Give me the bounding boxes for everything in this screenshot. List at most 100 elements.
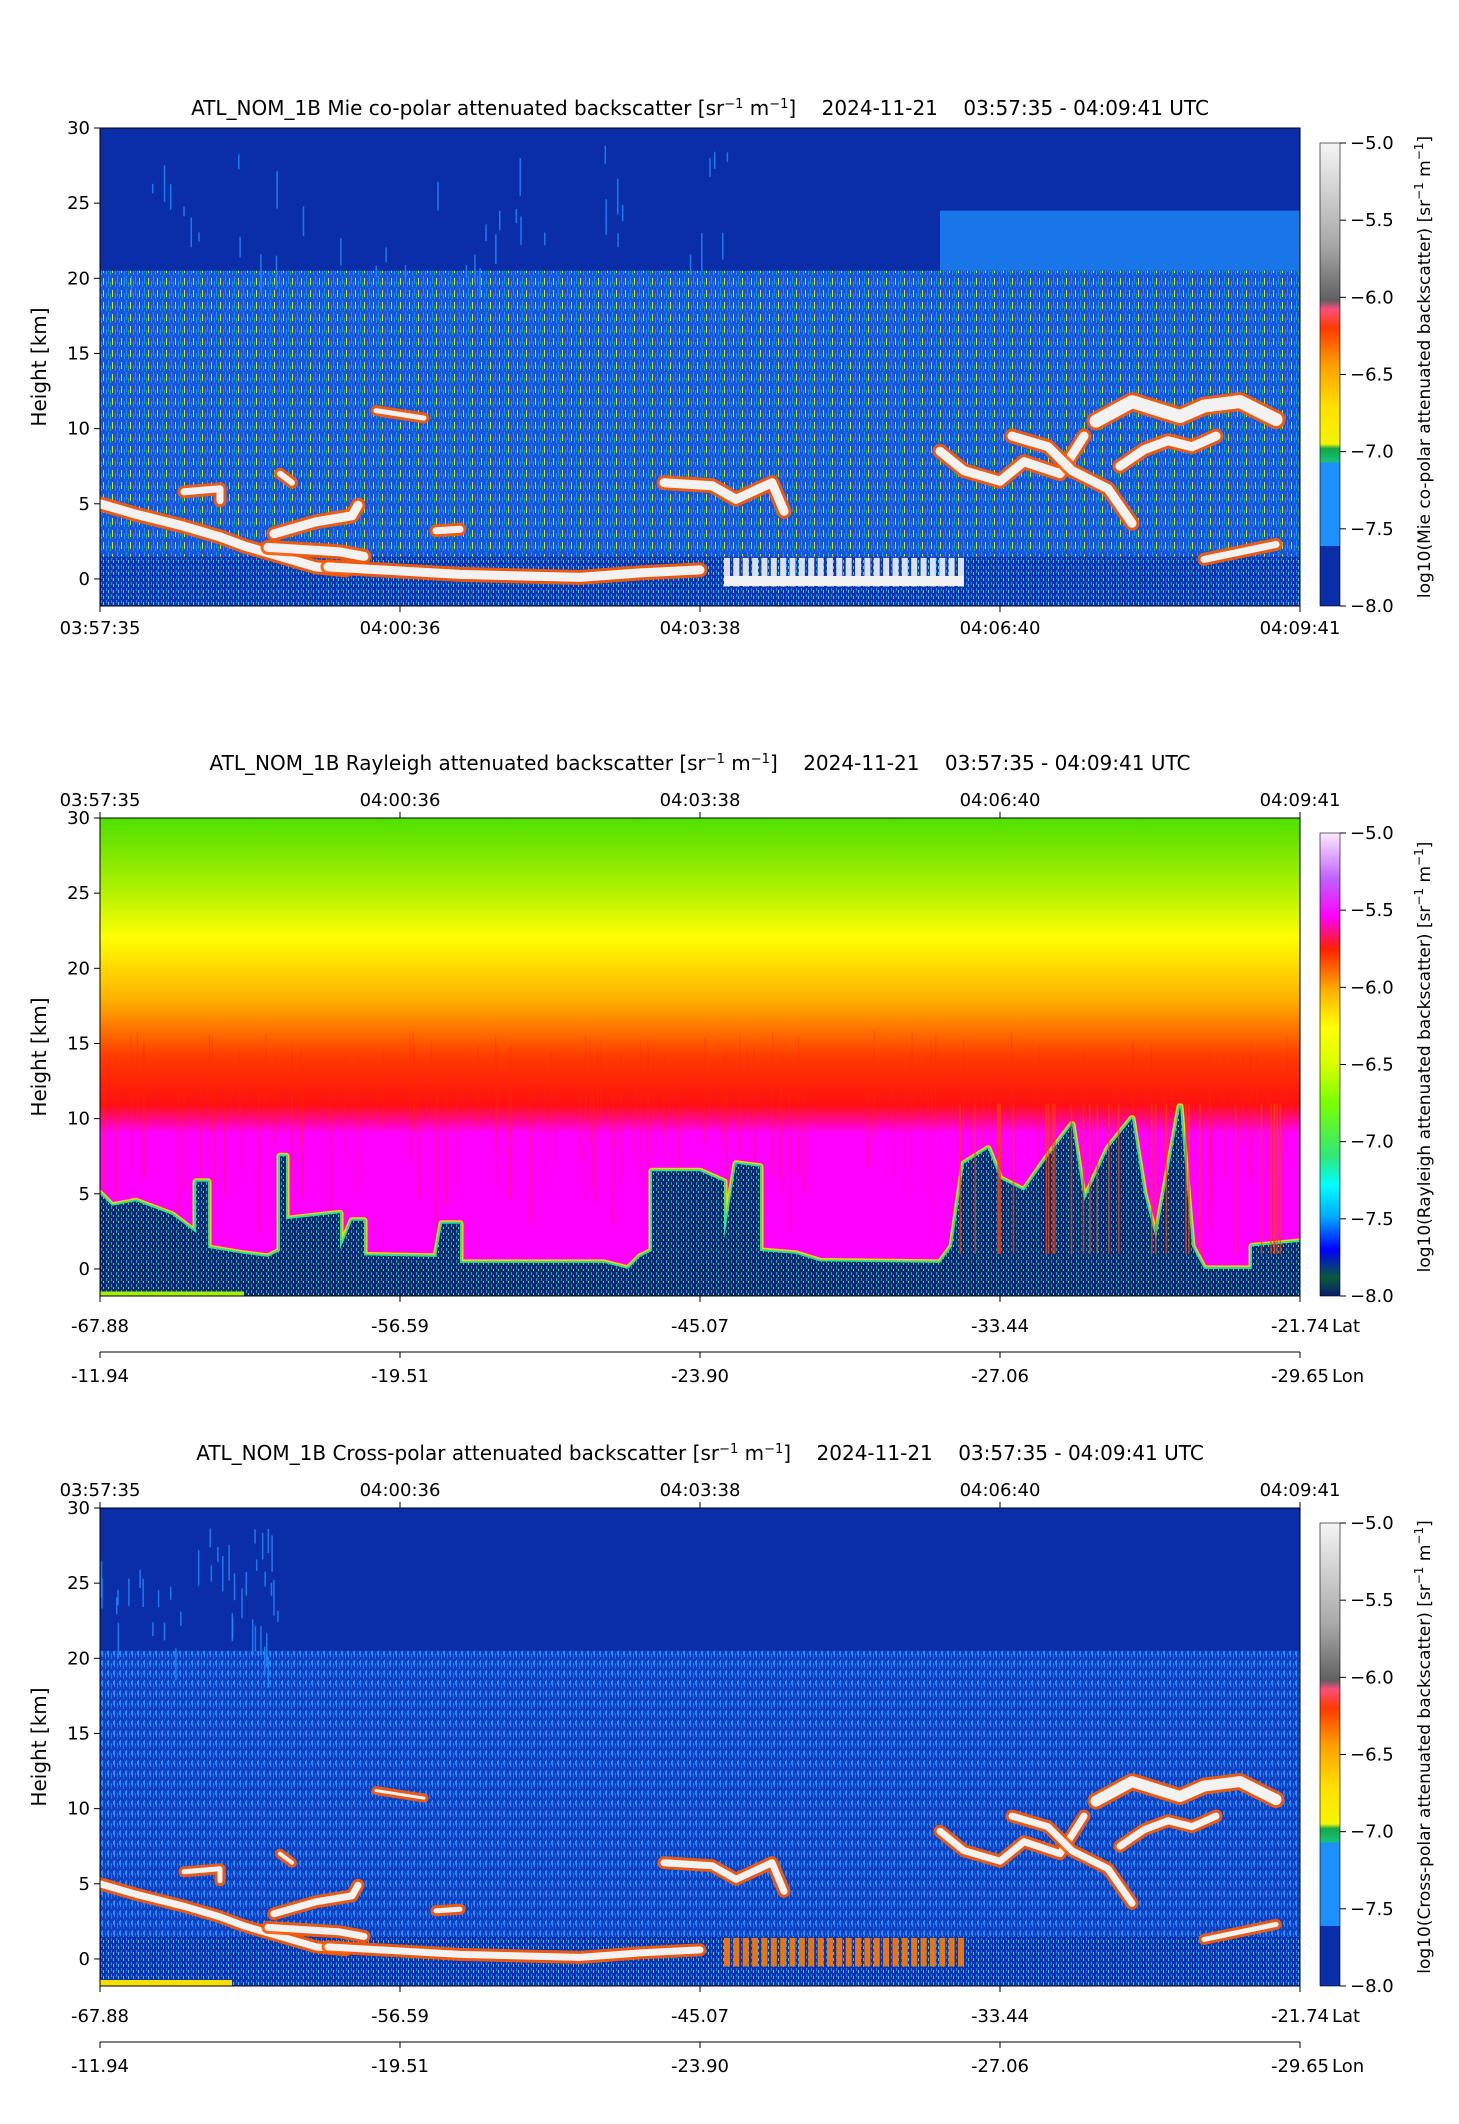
low-cloud-cell [752,1937,759,1967]
noise-streak [251,1619,254,1656]
noise-streak [197,1550,200,1586]
noise-streak [151,183,154,194]
signal-streak [1165,1103,1168,1254]
time-tick-label: 04:03:38 [660,618,741,639]
y-tick-label: 30 [67,1498,90,1519]
noise-streak [255,1559,258,1571]
y-tick-label: 10 [67,1799,90,1820]
signal-streak [509,1045,511,1200]
low-cloud-cell [939,1937,946,1967]
signal-streak [1059,1065,1061,1189]
y-tick-label: 30 [67,118,90,139]
time-tick-label: 04:09:41 [1260,618,1341,639]
low-cloud-cell [798,557,805,587]
noise-streak [142,1578,144,1607]
noise-streak [115,1597,118,1615]
x-axis-time: 03:57:35 04:00:36 04:03:38 04:06:40 04:09:41 [60,790,1340,818]
noise-streak [209,1528,211,1548]
signal-streak [1223,1052,1225,1177]
low-cloud-cell [826,557,833,587]
signal-streak [1054,1103,1056,1254]
noise-streak [515,209,518,223]
signal-streak [290,1054,293,1170]
title-date: 2024-11-21 [817,1441,933,1465]
y-tick-label: 20 [67,958,90,979]
signal-streak [891,1084,893,1178]
signal-streak [412,1030,414,1130]
signal-streak [329,1083,331,1224]
low-cloud-cell [873,557,880,587]
signal-streak [1150,1103,1153,1254]
low-cloud-cell [855,1937,862,1967]
time-tick-label: 03:57:35 [60,790,141,811]
cloud-layer [373,408,427,421]
cloud-layer [1200,540,1280,563]
noise-streak [709,158,711,177]
signal-streak [935,1035,937,1130]
signal-streak [926,1058,929,1192]
signal-streak [1151,1045,1153,1146]
noise-streak [175,1648,177,1681]
signal-streak [1270,1103,1272,1254]
low-cloud-cell [864,1937,871,1967]
lat-tick-label: -21.74 [1271,2006,1329,2027]
noise-streak [101,1578,103,1609]
noise-streak [520,216,522,245]
noise-streak [701,233,703,271]
signal-streak [597,1050,599,1144]
cloud-layer [1089,395,1283,428]
signal-streak [300,1047,302,1146]
time-tick-label: 04:06:40 [960,618,1041,639]
time-tick-label: 04:00:36 [360,618,441,639]
noise-streak [117,1622,120,1659]
signal-streak [634,1067,636,1165]
signal-streak [456,1081,458,1186]
signal-streak [214,1073,216,1184]
low-cloud-cell [742,1937,749,1967]
y-tick-label: 0 [79,1259,90,1280]
lat-tick-label: -56.59 [371,2006,429,2027]
signal-streak [1273,1103,1276,1254]
lat-tick-label: -21.74 [1271,1316,1329,1337]
y-tick-label: 10 [67,1109,90,1130]
noise-streak [238,154,240,170]
noise-streak [264,1571,266,1587]
signal-streak [593,1061,595,1202]
signal-streak [789,1085,791,1232]
low-cloud-cell [892,1937,899,1967]
title-unit-open: [sr [679,751,706,775]
low-cloud-cell [789,557,796,587]
noise-streak [605,199,607,235]
noise-streak [273,1579,275,1616]
cloud-layer [270,1881,362,1918]
y-tick-label: 5 [79,1184,90,1205]
noise-streak [617,233,619,248]
low-cloud-row [724,557,964,587]
noise-streak [180,1611,182,1626]
colorbar-tick-label: −6.5 [1350,365,1394,386]
signal-streak [382,1046,384,1129]
noise-streak [217,1546,219,1563]
signal-streak [445,1076,447,1206]
noise-streak [604,145,607,164]
cloud-layer [100,1880,350,1954]
title-unit-exp2: −1 [764,1442,783,1457]
colorbar: −5.0 −5.5 −6.0 −6.5 −7.0 −7.5 −8.0 log10(Mie co… [1319,133,1435,617]
title-unit-exp1: −1 [706,752,725,767]
cloud-layer [277,470,295,486]
lat-axis-label: Lat [1332,1316,1360,1337]
noise-streak [276,171,278,209]
title-unit-open: [sr [698,96,725,120]
signal-streak [652,1046,655,1159]
signal-streak [663,1053,665,1137]
lon-tick-label: -27.06 [971,2056,1029,2077]
signal-streak [1234,1103,1237,1254]
signal-streak [997,1103,999,1254]
time-tick-label: 04:06:40 [960,790,1041,811]
low-cloud-cell [920,557,927,587]
lon-tick-label: -23.90 [671,1366,729,1387]
noise-streak [465,265,468,278]
signal-streak [585,1085,587,1198]
noise-streak [404,265,407,278]
time-tick-label: 03:57:35 [60,618,141,639]
